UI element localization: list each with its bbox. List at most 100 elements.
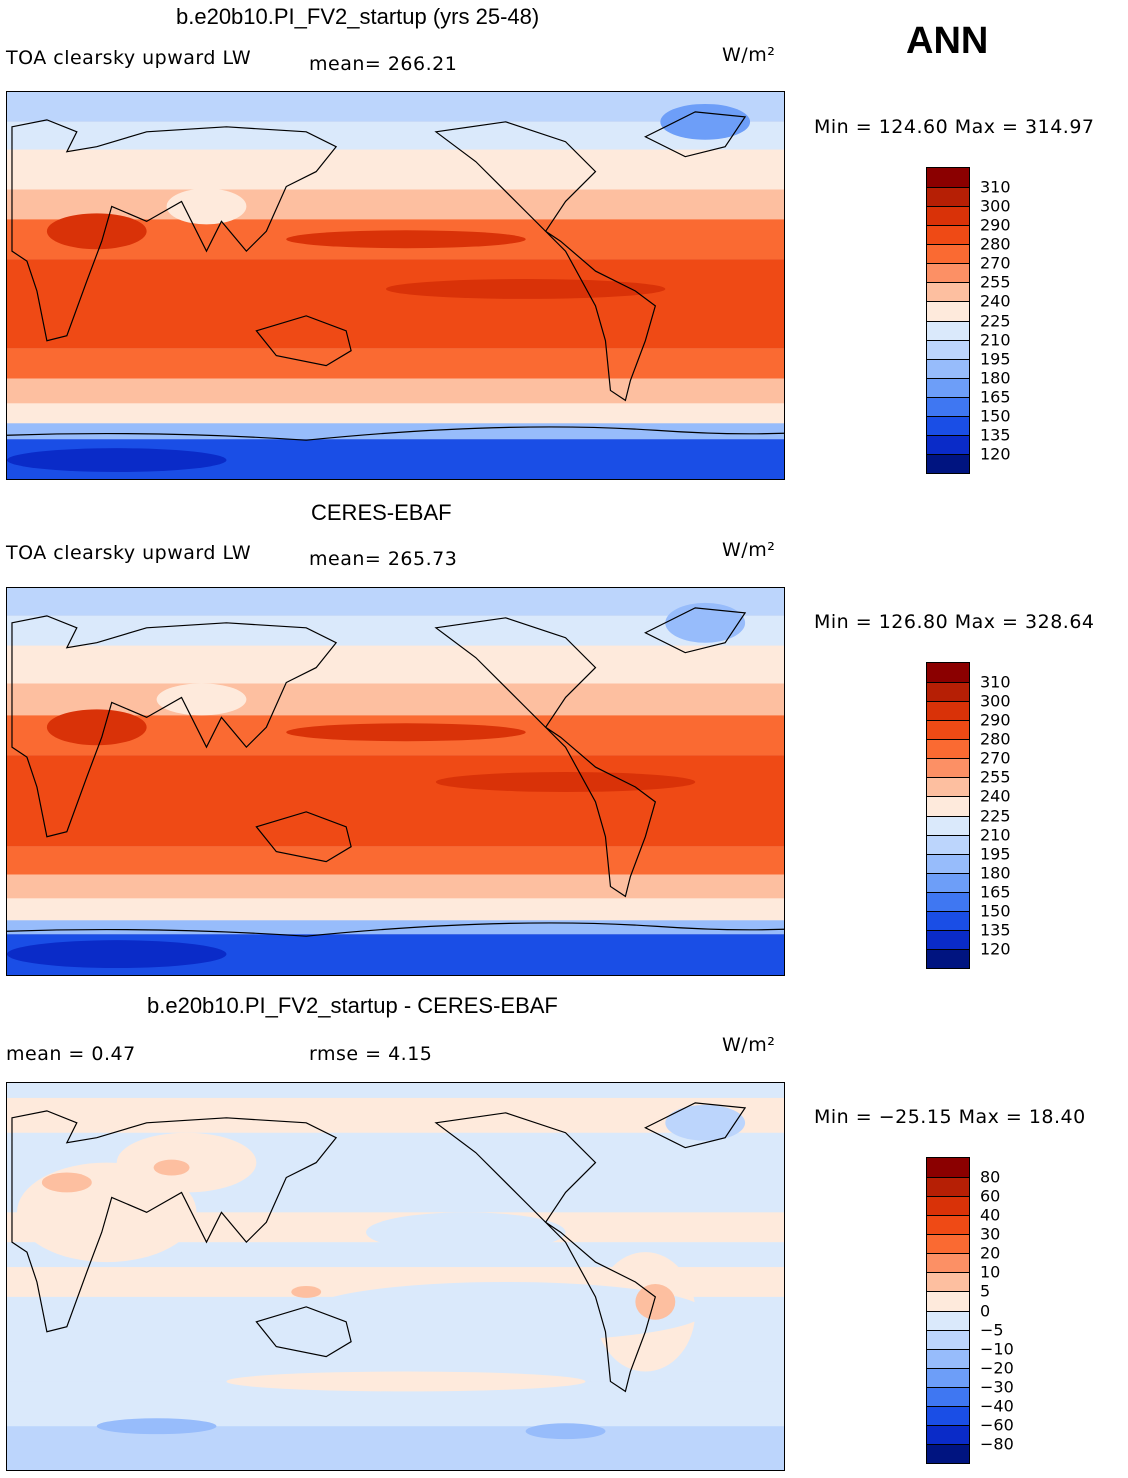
colorbar-tick-label: −10	[980, 1339, 1014, 1359]
colorbar-tick-label: 290	[980, 710, 1011, 730]
colorbar-cell	[927, 415, 969, 435]
colorbar-cell	[927, 187, 969, 207]
colorbar-cell	[927, 739, 969, 759]
colorbar-tick-label: −40	[980, 1396, 1014, 1416]
colorbar-cell	[927, 872, 969, 892]
colorbar-tick-label: 270	[980, 748, 1011, 768]
colorbar-tick-label: 5	[980, 1281, 991, 1301]
panel1-title: b.e20b10.PI_FV2_startup (yrs 25-48)	[176, 4, 540, 29]
colorbar-tick-label: 165	[980, 387, 1011, 407]
colorbar-tick-label: 290	[980, 215, 1011, 235]
colorbar-tick-label: 135	[980, 920, 1011, 940]
colorbar-cell	[927, 929, 969, 949]
colorbar-tick-label: 40	[980, 1205, 1001, 1225]
colorbar-tick-label: 180	[980, 368, 1011, 388]
colorbar-cell	[927, 301, 969, 321]
panel2-map	[6, 587, 785, 976]
panel2-units: W/m²	[722, 539, 776, 561]
colorbar-cell	[927, 1329, 969, 1349]
colorbar-tick-label: 270	[980, 253, 1011, 273]
colorbar-tick-label: 0	[980, 1301, 991, 1320]
panel3-units: W/m²	[722, 1034, 776, 1056]
colorbar-tick-label: 135	[980, 425, 1011, 445]
panel3-colorbar	[926, 1157, 970, 1464]
colorbar-cell	[927, 396, 969, 416]
colorbar-tick-label: 165	[980, 882, 1011, 902]
colorbar-tick-label: 310	[980, 177, 1011, 197]
colorbar-tick-label: 210	[980, 825, 1011, 845]
panel1-variable: TOA clearsky upward LW	[6, 47, 252, 69]
panel2-map-plot	[7, 588, 784, 975]
colorbar-tick-label: 60	[980, 1186, 1001, 1206]
panel1-range: Min = 124.60 Max = 314.97	[814, 116, 1095, 138]
colorbar-cell	[927, 758, 969, 778]
season-label: ANN	[906, 20, 989, 62]
colorbar-tick-label: 255	[980, 767, 1011, 787]
colorbar-tick-label: 300	[980, 691, 1011, 711]
colorbar-cell	[927, 1234, 969, 1254]
colorbar-cell	[927, 701, 969, 721]
colorbar-cell	[927, 815, 969, 835]
panel3-title: b.e20b10.PI_FV2_startup - CERES-EBAF	[147, 993, 558, 1018]
panel2-title: CERES-EBAF	[311, 500, 452, 525]
colorbar-cell	[927, 206, 969, 226]
panel1-map-plot	[7, 92, 784, 479]
panel1-colorbar	[926, 167, 970, 474]
colorbar-tick-label: 195	[980, 844, 1011, 864]
panel3-mean: mean = 0.47	[6, 1043, 136, 1065]
colorbar-tick-label: 120	[980, 444, 1011, 464]
colorbar-cell	[927, 377, 969, 397]
colorbar-cell	[927, 1386, 969, 1406]
colorbar-cell	[927, 948, 969, 968]
colorbar-tick-label: 20	[980, 1243, 1001, 1263]
colorbar-cell	[927, 168, 969, 188]
colorbar-tick-label: −80	[980, 1434, 1014, 1454]
panel1-mean: mean= 266.21	[309, 53, 458, 75]
colorbar-cell	[927, 1367, 969, 1387]
colorbar-cell	[927, 777, 969, 797]
panel3-map	[6, 1082, 785, 1471]
colorbar-tick-label: 80	[980, 1167, 1001, 1187]
colorbar-tick-label: 300	[980, 196, 1011, 216]
colorbar-cell	[927, 358, 969, 378]
colorbar-tick-label: 280	[980, 234, 1011, 254]
panel2-range: Min = 126.80 Max = 328.64	[814, 611, 1095, 633]
colorbar-tick-label: 195	[980, 349, 1011, 369]
colorbar-cell	[927, 682, 969, 702]
colorbar-tick-label: −20	[980, 1358, 1014, 1378]
colorbar-tick-label: 225	[980, 806, 1011, 825]
colorbar-cell	[927, 910, 969, 930]
panel1-units: W/m²	[722, 44, 776, 66]
colorbar-cell	[927, 453, 969, 473]
colorbar-cell	[927, 663, 969, 683]
panel3-range: Min = −25.15 Max = 18.40	[814, 1106, 1086, 1128]
panel2-variable: TOA clearsky upward LW	[6, 542, 252, 564]
colorbar-tick-label: 280	[980, 729, 1011, 749]
colorbar-cell	[927, 1443, 969, 1463]
panel1-map	[6, 91, 785, 480]
panel3-map-plot	[7, 1083, 784, 1470]
colorbar-cell	[927, 1215, 969, 1235]
colorbar-tick-label: 150	[980, 406, 1011, 426]
panel3-rmse: rmse = 4.15	[309, 1043, 433, 1065]
colorbar-tick-label: −30	[980, 1377, 1014, 1397]
colorbar-cell	[927, 320, 969, 340]
colorbar-tick-label: 150	[980, 901, 1011, 921]
colorbar-cell	[927, 1405, 969, 1425]
colorbar-tick-label: −5	[980, 1320, 1004, 1340]
colorbar-cell	[927, 834, 969, 854]
colorbar-tick-label: 210	[980, 330, 1011, 350]
colorbar-tick-label: 240	[980, 786, 1011, 806]
colorbar-cell	[927, 720, 969, 740]
colorbar-tick-label: 10	[980, 1262, 1001, 1282]
panel2-mean: mean= 265.73	[309, 548, 458, 570]
colorbar-cell	[927, 1272, 969, 1292]
colorbar-cell	[927, 282, 969, 302]
colorbar-cell	[927, 339, 969, 359]
panel2-colorbar	[926, 662, 970, 969]
colorbar-tick-label: 310	[980, 672, 1011, 692]
colorbar-tick-label: 255	[980, 272, 1011, 292]
colorbar-cell	[927, 1158, 969, 1178]
colorbar-tick-label: 30	[980, 1224, 1001, 1244]
colorbar-tick-label: −60	[980, 1415, 1014, 1435]
